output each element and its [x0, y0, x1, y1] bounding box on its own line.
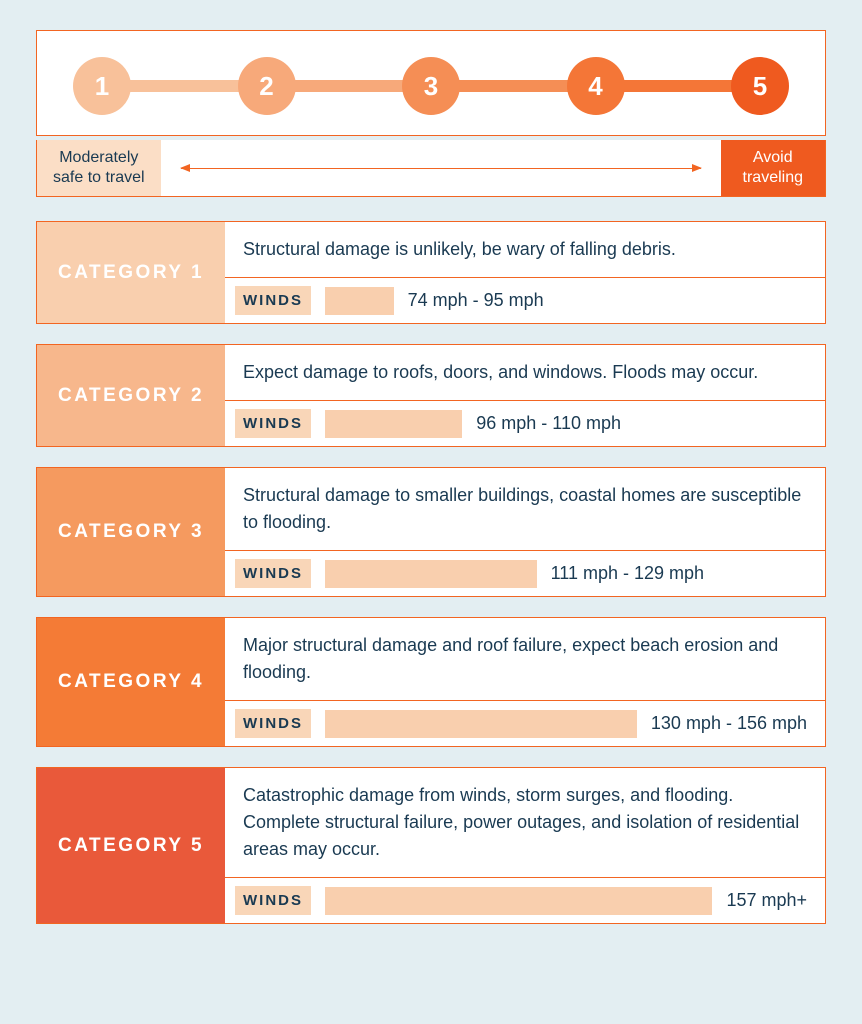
category-row-2: CATEGORY 2Expect damage to roofs, doors,… [36, 344, 826, 447]
category-row-4: CATEGORY 4Major structural damage and ro… [36, 617, 826, 747]
scale-connector [127, 80, 242, 92]
winds-label: WINDS [235, 559, 311, 588]
scale-connector [456, 80, 571, 92]
winds-bar [325, 560, 537, 588]
winds-bar [325, 887, 712, 915]
category-description: Major structural damage and roof failure… [225, 618, 825, 701]
category-body: Structural damage to smaller buildings, … [225, 468, 825, 596]
winds-label: WINDS [235, 409, 311, 438]
winds-speed: 130 mph - 156 mph [651, 713, 807, 734]
category-body: Major structural damage and roof failure… [225, 618, 825, 746]
winds-speed: 157 mph+ [726, 890, 807, 911]
winds-label: WINDS [235, 709, 311, 738]
category-row-5: CATEGORY 5Catastrophic damage from winds… [36, 767, 826, 924]
category-label: CATEGORY 1 [37, 222, 225, 323]
scale-row: 1 2 3 4 5 [73, 57, 789, 115]
category-body: Structural damage is unlikely, be wary o… [225, 222, 825, 323]
winds-label: WINDS [235, 286, 311, 315]
scale-circle-3: 3 [402, 57, 460, 115]
legend-mid [161, 140, 721, 196]
scale-connector [621, 80, 736, 92]
category-body: Expect damage to roofs, doors, and windo… [225, 345, 825, 446]
legend-arrow-icon [181, 168, 701, 169]
category-row-3: CATEGORY 3Structural damage to smaller b… [36, 467, 826, 597]
category-description: Structural damage is unlikely, be wary o… [225, 222, 825, 278]
category-winds: WINDS 74 mph - 95 mph [225, 278, 825, 323]
category-winds: WINDS 130 mph - 156 mph [225, 701, 825, 746]
winds-speed: 74 mph - 95 mph [408, 290, 544, 311]
scale-circle-2: 2 [238, 57, 296, 115]
winds-bar [325, 287, 394, 315]
category-description: Structural damage to smaller buildings, … [225, 468, 825, 551]
category-label: CATEGORY 2 [37, 345, 225, 446]
category-label: CATEGORY 5 [37, 768, 225, 923]
scale-circle-4: 4 [567, 57, 625, 115]
category-description: Expect damage to roofs, doors, and windo… [225, 345, 825, 401]
legend-left: Moderatelysafe to travel [37, 140, 161, 196]
category-body: Catastrophic damage from winds, storm su… [225, 768, 825, 923]
category-winds: WINDS 96 mph - 110 mph [225, 401, 825, 446]
category-label: CATEGORY 3 [37, 468, 225, 596]
legend-right: Avoidtraveling [721, 140, 825, 196]
scale-circle-5: 5 [731, 57, 789, 115]
scale-circle-1: 1 [73, 57, 131, 115]
category-row-1: CATEGORY 1Structural damage is unlikely,… [36, 221, 826, 324]
winds-bar [325, 710, 637, 738]
category-winds: WINDS 111 mph - 129 mph [225, 551, 825, 596]
legend-row: Moderatelysafe to travel Avoidtraveling [36, 140, 826, 197]
scale-connector [292, 80, 407, 92]
winds-bar [325, 410, 462, 438]
category-winds: WINDS 157 mph+ [225, 878, 825, 923]
winds-label: WINDS [235, 886, 311, 915]
category-label: CATEGORY 4 [37, 618, 225, 746]
scale-box: 1 2 3 4 5 [36, 30, 826, 136]
winds-speed: 111 mph - 129 mph [551, 563, 704, 584]
category-description: Catastrophic damage from winds, storm su… [225, 768, 825, 878]
winds-speed: 96 mph - 110 mph [476, 413, 621, 434]
